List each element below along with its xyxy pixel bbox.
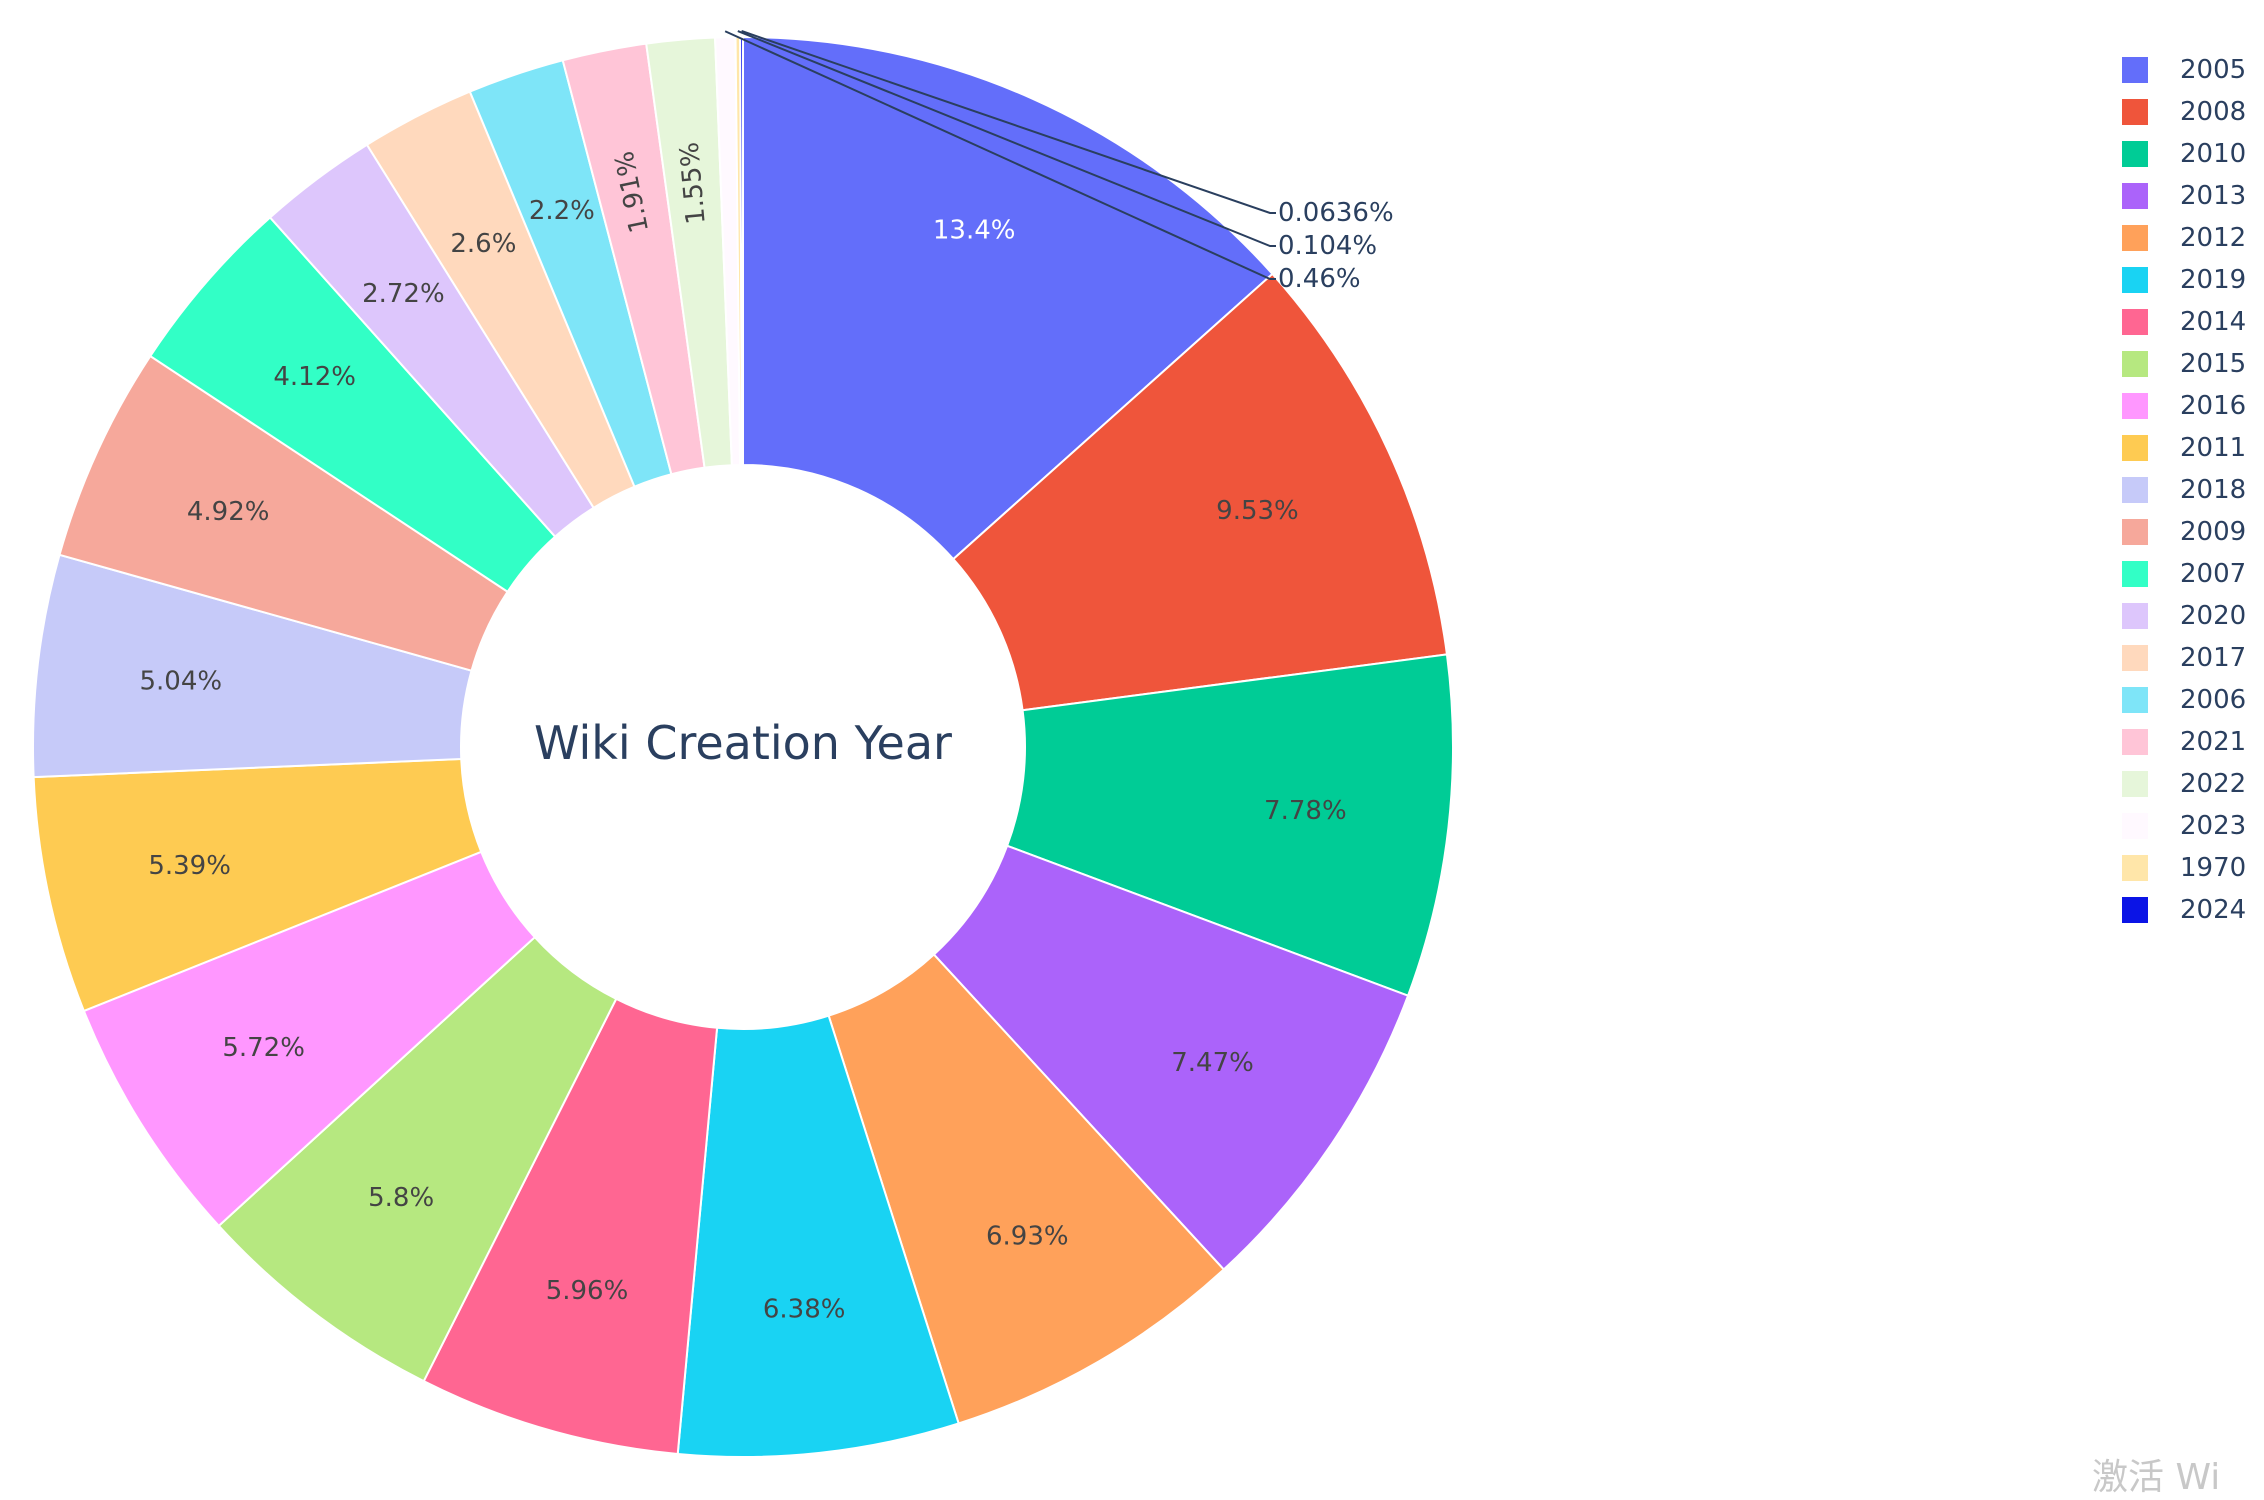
legend-label-2012: 2012 (2180, 223, 2246, 253)
legend-item-2009[interactable]: 2009 (2122, 517, 2246, 547)
legend-swatch-2012 (2122, 225, 2148, 251)
slice-label-2019: 6.38% (763, 1295, 846, 1325)
legend-item-2016[interactable]: 2016 (2122, 391, 2246, 421)
chart-title: Wiki Creation Year (534, 716, 952, 770)
legend-label-2009: 2009 (2180, 517, 2246, 547)
slice-label-2014: 5.96% (546, 1276, 629, 1306)
legend-item-2024[interactable]: 2024 (2122, 895, 2246, 925)
legend-item-2014[interactable]: 2014 (2122, 307, 2246, 337)
legend-item-2023[interactable]: 2023 (2122, 811, 2246, 841)
legend-label-2008: 2008 (2180, 97, 2246, 127)
leader-line-1970 (737, 30, 1276, 247)
leader-line-2023 (724, 30, 1276, 280)
legend-swatch-2009 (2122, 519, 2148, 545)
legend-label-2011: 2011 (2180, 433, 2246, 463)
slice-label-2012: 6.93% (986, 1221, 1069, 1251)
slice-2010[interactable] (1005, 653, 1454, 997)
legend-item-2008[interactable]: 2008 (2122, 97, 2246, 127)
slice-2013[interactable] (932, 844, 1410, 1271)
legend-swatch-2008 (2122, 99, 2148, 125)
pie-slice-labels: 13.4% 9.53% 7.78% 7.47% 6.93% 6.38% 5.96% 5.8% 5… (139, 141, 1346, 1325)
legend-item-2006[interactable]: 2006 (2122, 685, 2246, 715)
slice-label-1970: 0.104% (1278, 231, 1377, 261)
slice-label-2017: 2.6% (450, 229, 516, 259)
legend-swatch-2017 (2122, 645, 2148, 671)
legend-item-2015[interactable]: 2015 (2122, 349, 2246, 379)
legend-item-2012[interactable]: 2012 (2122, 223, 2246, 253)
pie-slices (32, 35, 1454, 1458)
outside-slice-labels: 0.0636%0.104%0.46% (724, 30, 1394, 294)
legend-swatch-2016 (2122, 393, 2148, 419)
legend-item-2018[interactable]: 2018 (2122, 475, 2246, 505)
leader-line-2024 (741, 30, 1276, 214)
legend-label-2006: 2006 (2180, 685, 2246, 715)
slice-label-2011: 5.39% (148, 851, 231, 881)
legend-swatch-2014 (2122, 309, 2148, 335)
slice-2024[interactable] (739, 35, 744, 467)
watermark-text: 激活 Wi (2092, 1457, 2221, 1498)
legend-item-2021[interactable]: 2021 (2122, 727, 2246, 757)
legend-label-2019: 2019 (2180, 265, 2246, 295)
legend-label-2022: 2022 (2180, 769, 2246, 799)
legend-item-2020[interactable]: 2020 (2122, 601, 2246, 631)
legend-swatch-1970 (2122, 855, 2148, 881)
slice-label-2009: 4.92% (187, 497, 270, 527)
legend-item-2017[interactable]: 2017 (2122, 643, 2246, 673)
slice-label-2018: 5.04% (139, 667, 222, 697)
slice-label-2010: 7.78% (1264, 796, 1347, 826)
legend-item-2010[interactable]: 2010 (2122, 139, 2246, 169)
legend-label-2005: 2005 (2180, 55, 2246, 85)
legend-label-2017: 2017 (2180, 643, 2246, 673)
legend-label-2020: 2020 (2180, 601, 2246, 631)
legend-item-2011[interactable]: 2011 (2122, 433, 2246, 463)
legend-swatch-2023 (2122, 813, 2148, 839)
slice-label-2007: 4.12% (273, 362, 356, 392)
legend-label-2024: 2024 (2180, 895, 2246, 925)
legend-swatch-2010 (2122, 141, 2148, 167)
slice-label-2016: 5.72% (222, 1033, 305, 1063)
slice-2012[interactable] (827, 953, 1226, 1425)
slice-label-2008: 9.53% (1216, 496, 1299, 526)
legend-item-2019[interactable]: 2019 (2122, 265, 2246, 295)
slice-label-2020: 2.72% (362, 279, 445, 309)
slice-label-2024: 0.0636% (1278, 198, 1394, 228)
legend-label-2023: 2023 (2180, 811, 2246, 841)
legend-label-2016: 2016 (2180, 391, 2246, 421)
legend-item-2007[interactable]: 2007 (2122, 559, 2246, 589)
legend-label-2010: 2010 (2180, 139, 2246, 169)
legend-swatch-2011 (2122, 435, 2148, 461)
legend-label-2013: 2013 (2180, 181, 2246, 211)
legend[interactable]: 2005 2008 2010 2013 2012 2019 2014 2015 2016 2011… (2122, 55, 2246, 925)
legend-swatch-2018 (2122, 477, 2148, 503)
legend-swatch-2020 (2122, 603, 2148, 629)
legend-swatch-2019 (2122, 267, 2148, 293)
legend-swatch-2013 (2122, 183, 2148, 209)
legend-label-1970: 1970 (2180, 853, 2246, 883)
legend-item-2022[interactable]: 2022 (2122, 769, 2246, 799)
legend-label-2007: 2007 (2180, 559, 2246, 589)
legend-swatch-2006 (2122, 687, 2148, 713)
legend-swatch-2022 (2122, 771, 2148, 797)
slice-label-2015: 5.8% (368, 1183, 434, 1213)
slice-label-2005: 13.4% (933, 215, 1016, 245)
legend-label-2015: 2015 (2180, 349, 2246, 379)
slice-label-2006: 2.2% (529, 196, 595, 226)
legend-label-2021: 2021 (2180, 727, 2246, 757)
legend-label-2018: 2018 (2180, 475, 2246, 505)
legend-swatch-2005 (2122, 57, 2148, 83)
legend-label-2014: 2014 (2180, 307, 2246, 337)
legend-swatch-2007 (2122, 561, 2148, 587)
legend-swatch-2024 (2122, 897, 2148, 923)
slice-2008[interactable] (951, 272, 1449, 712)
slice-label-2013: 7.47% (1171, 1048, 1254, 1078)
legend-swatch-2015 (2122, 351, 2148, 377)
pie-chart: 13.4% 9.53% 7.78% 7.47% 6.93% 6.38% 5.96% 5.8% 5… (32, 30, 2246, 1458)
legend-item-2005[interactable]: 2005 (2122, 55, 2246, 85)
legend-item-2013[interactable]: 2013 (2122, 181, 2246, 211)
slice-label-2022: 1.55% (675, 141, 712, 226)
legend-swatch-2021 (2122, 729, 2148, 755)
slice-label-2023: 0.46% (1278, 264, 1361, 294)
legend-item-1970[interactable]: 1970 (2122, 853, 2246, 883)
